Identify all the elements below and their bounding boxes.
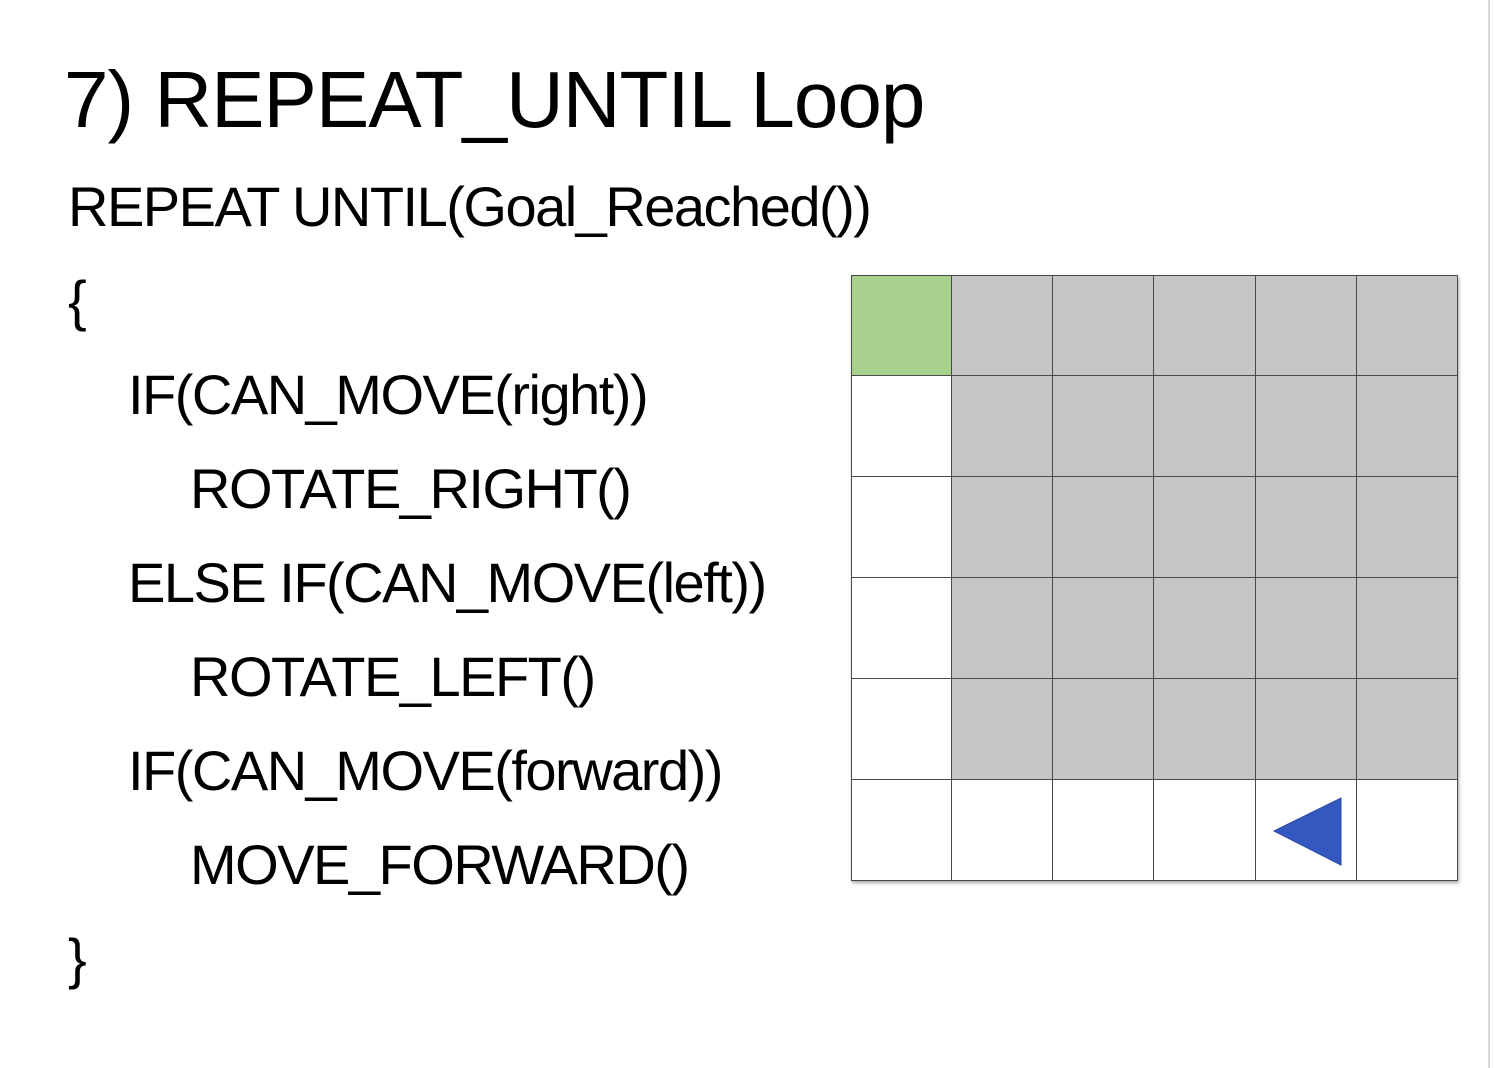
maze-cell-open	[851, 780, 953, 881]
maze-cell-open	[851, 376, 953, 477]
code-line-repeat-until: REPEAT UNTIL(Goal_Reached())	[68, 175, 872, 238]
maze-cell-open	[851, 679, 953, 780]
code-line-else-if-left: ELSE IF(CAN_MOVE(left))	[128, 551, 767, 614]
maze-cell-open	[1053, 780, 1155, 881]
maze-cell-wall	[1154, 376, 1256, 477]
maze-cell-wall	[1356, 376, 1458, 477]
maze-cell-goal	[851, 275, 953, 376]
maze-cell-wall	[952, 578, 1054, 679]
maze-cell-wall	[1053, 275, 1155, 376]
maze-cell-wall	[952, 376, 1054, 477]
maze-cell-wall	[952, 275, 1054, 376]
code-line-close-brace: }	[68, 927, 87, 990]
maze-cell-wall	[1154, 477, 1256, 578]
maze-cell-wall	[1255, 275, 1357, 376]
maze-grid	[851, 275, 1458, 881]
maze-cell-wall	[1255, 376, 1357, 477]
maze-cell-wall	[1053, 477, 1155, 578]
maze-cell-wall	[1154, 578, 1256, 679]
maze-cell-open	[952, 780, 1054, 881]
maze-cell-wall	[1255, 679, 1357, 780]
code-line-if-right: IF(CAN_MOVE(right))	[128, 363, 649, 426]
slide-right-edge	[1488, 0, 1490, 1068]
robot-arrow-icon	[1272, 797, 1342, 866]
maze-cell-wall	[952, 679, 1054, 780]
maze-cell-wall	[1255, 578, 1357, 679]
maze-cell-open	[851, 477, 953, 578]
maze-cell-open	[1154, 780, 1256, 881]
maze-cell-open	[1356, 780, 1458, 881]
maze-cell-wall	[1356, 679, 1458, 780]
maze-cell-open	[851, 578, 953, 679]
maze-cell-wall	[1053, 679, 1155, 780]
code-line-open-brace: {	[68, 269, 87, 332]
maze-cell-wall	[1154, 679, 1256, 780]
maze-cell-wall	[1255, 477, 1357, 578]
maze-cell-wall	[1154, 275, 1256, 376]
maze-cell-wall	[1053, 578, 1155, 679]
code-line-rotate-right: ROTATE_RIGHT()	[190, 457, 632, 520]
maze-cell-wall	[952, 477, 1054, 578]
code-line-move-forward: MOVE_FORWARD()	[190, 833, 690, 896]
code-line-rotate-left: ROTATE_LEFT()	[190, 645, 596, 708]
maze-cell-wall	[1356, 477, 1458, 578]
maze-cell-wall	[1356, 275, 1458, 376]
maze-cell-open	[1255, 780, 1357, 881]
robot-arrow-shape	[1272, 797, 1342, 866]
maze-cell-wall	[1356, 578, 1458, 679]
code-line-if-forward: IF(CAN_MOVE(forward))	[128, 739, 723, 802]
maze-cell-wall	[1053, 376, 1155, 477]
slide-title: 7) REPEAT_UNTIL Loop	[64, 55, 925, 144]
